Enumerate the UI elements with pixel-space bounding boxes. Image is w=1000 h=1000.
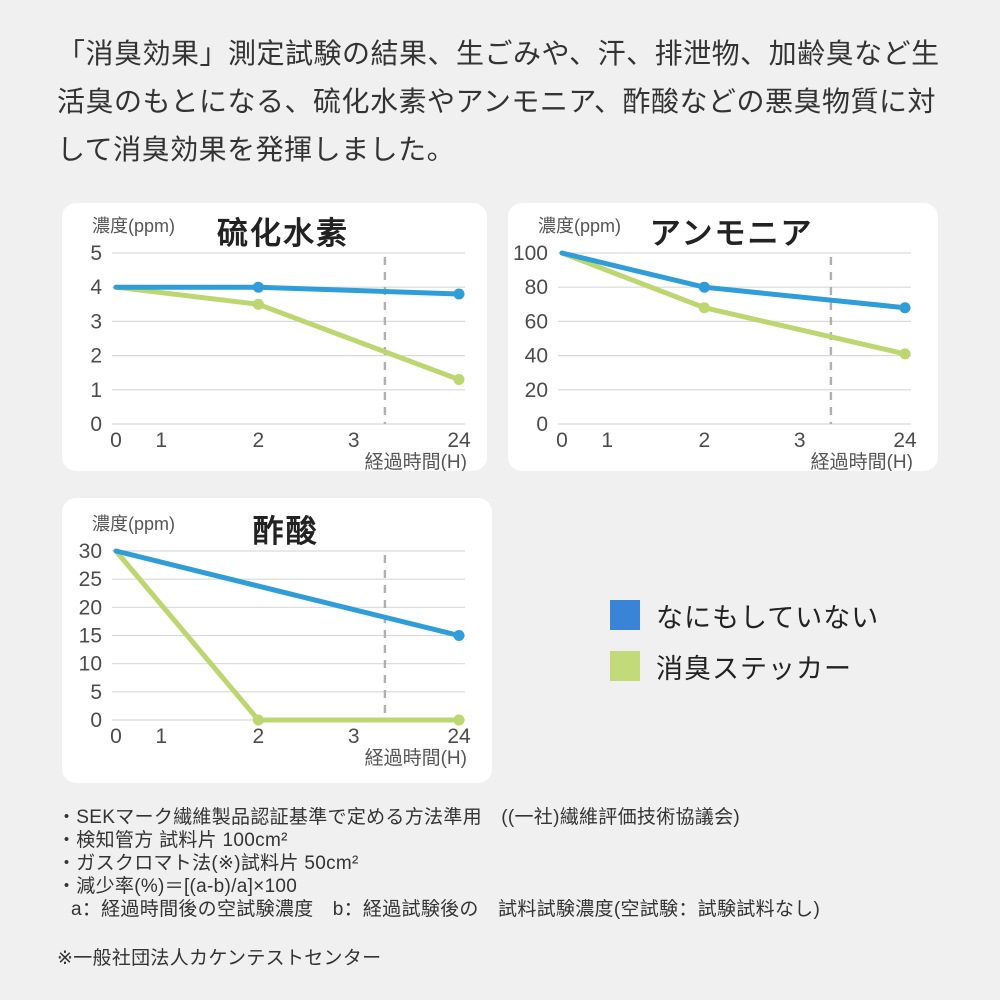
data-point-blue [453,288,465,300]
chart-card-acetic-acid: 0 5 10 15 20 25 30 0 1 2 3 24 酢酸 濃度(ppm) 経過時間(H) [62,498,492,783]
x-tick-label: 2 [699,429,711,452]
legend-label-untreated: なにもしていない [656,602,880,633]
data-point-green [453,714,465,726]
x-axis-label: 経過時間(H) [365,747,467,769]
x-tick-label: 2 [253,429,265,452]
footnote-reduction-formula: ・減少率(%)＝[(a-b)/a]×100 [57,876,298,897]
x-axis-label: 経過時間(H) [365,451,467,471]
legend: なにもしていない 消臭ステッカー [610,600,879,702]
x-tick-label: 0 [556,429,568,452]
legend-label-sticker: 消臭ステッカー [656,653,852,684]
chart-card-ammonia: 0 20 40 60 80 100 0 1 2 3 24 アンモニア 濃度(ppm) 経過時間(H) [508,203,938,471]
blue-square-icon [610,600,640,630]
x-tick-label: 24 [893,429,917,452]
y-tick-label: 60 [525,310,548,333]
data-point-green [453,374,465,386]
x-tick-label: 2 [253,725,265,748]
y-tick-label: 2 [90,345,102,368]
y-tick-label: 5 [90,242,102,265]
x-tick-label: 0 [110,429,122,452]
y-tick-label: 20 [525,379,548,402]
chart-title: 硫化水素 [217,216,349,251]
x-tick-label: 3 [794,429,806,452]
data-line-blue [559,250,908,311]
chart-card-hydrogen-sulfide: 0 1 2 3 4 5 0 1 2 3 24 硫化水素 濃度(ppm) 経過時間(H) [62,203,487,471]
footnote-test-center: ※一般社団法人カケンテストセンター [57,948,382,969]
chart-title: アンモニア [650,216,814,251]
y-axis-label: 濃度(ppm) [538,216,621,236]
y-axis-label: 濃度(ppm) [92,216,175,236]
y-tick-label: 0 [90,709,102,732]
y-tick-label: 0 [90,413,102,436]
y-tick-label: 30 [79,540,102,563]
x-tick-label: 0 [110,725,122,748]
y-tick-label: 25 [79,568,102,591]
legend-item-untreated: なにもしていない [610,600,879,633]
intro-text: 「消臭効果」測定試験の結果、生ごみや、汗、排泄物、加齢臭など生活臭のもとになる、… [57,38,940,165]
x-tick-label: 1 [155,725,167,748]
y-tick-label: 10 [79,653,102,676]
ammonia-line-chart: 0 20 40 60 80 100 0 1 2 3 24 アンモニア 濃度(ppm) 経過時間(H) [513,216,917,471]
x-tick-label: 24 [447,429,471,452]
x-tick-label: 24 [447,725,471,748]
footnote-formula-terms: a：経過時間後の空試験濃度 b：経過試験後の 試料試験濃度(空試験：試験試料なし… [71,899,821,920]
footnote-detector-tube: ・検知管方 試料片 100cm² [57,830,288,851]
data-point-blue [252,281,264,293]
x-tick-label: 3 [348,429,360,452]
y-tick-label: 3 [90,310,102,333]
data-point-green [698,302,710,314]
footnote-gas-chromatography: ・ガスクロマト法(※)試料片 50cm² [57,853,359,874]
y-tick-label: 40 [525,345,548,368]
footnotes: ・SEKマーク繊維製品認証基準で定める方法準用 ((一社)繊維評価技術協議会) … [57,806,967,970]
y-tick-label: 100 [513,242,548,265]
y-tick-label: 5 [90,681,102,704]
x-axis-label: 経過時間(H) [811,451,913,471]
x-tick-label: 1 [155,429,167,452]
data-point-blue [698,281,710,293]
x-tick-label: 3 [348,725,360,748]
x-tick-label: 1 [601,429,613,452]
y-tick-label: 4 [90,276,102,299]
green-square-icon [610,651,640,681]
footnote-method: ・SEKマーク繊維製品認証基準で定める方法準用 ((一社)繊維評価技術協議会) [57,807,741,828]
data-point-blue [453,630,465,641]
y-tick-label: 20 [79,596,102,619]
legend-item-deodorizing-sticker: 消臭ステッカー [610,651,879,684]
y-tick-label: 0 [536,413,548,436]
y-axis-label: 濃度(ppm) [92,514,175,534]
data-line-blue [113,548,462,638]
y-tick-label: 15 [79,625,102,648]
y-tick-label: 1 [90,379,102,402]
data-line-green [113,284,462,383]
data-point-green [252,714,264,726]
y-tick-label: 80 [525,276,548,299]
data-point-green [252,298,264,310]
data-point-blue [899,302,911,314]
chart-title: 酢酸 [253,514,319,549]
hydrogen-sulfide-line-chart: 0 1 2 3 4 5 0 1 2 3 24 硫化水素 濃度(ppm) 経過時間(H) [90,216,471,471]
data-point-green [899,348,911,360]
